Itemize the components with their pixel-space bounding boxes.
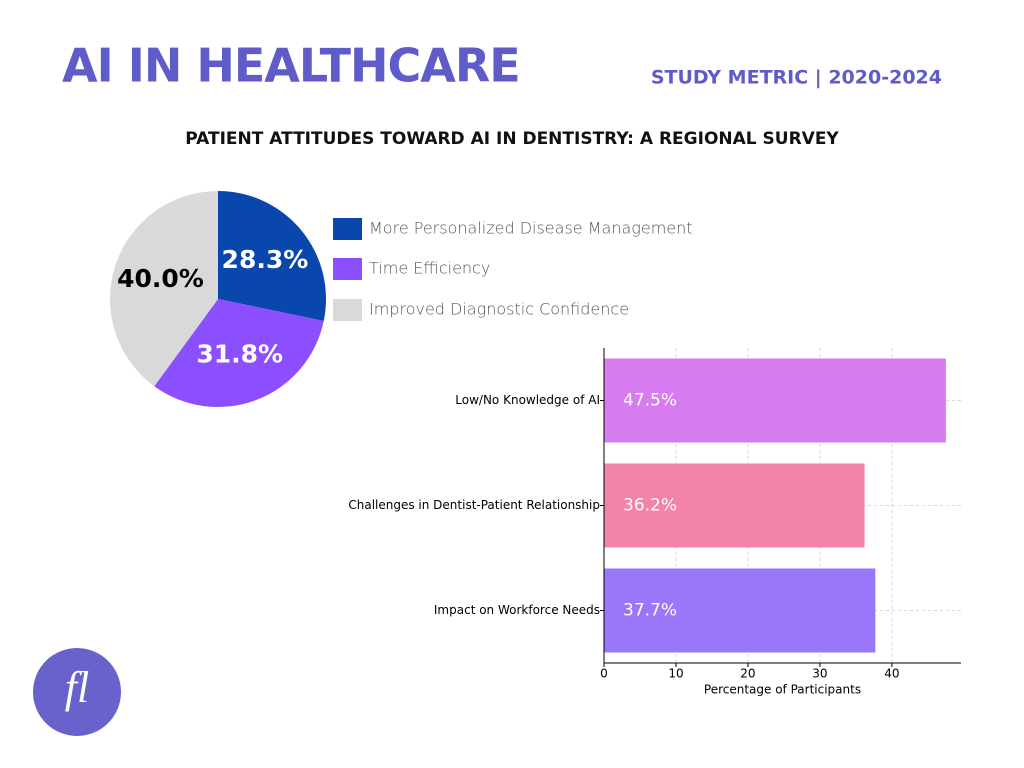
y-tick-label: Challenges in Dentist-Patient Relationsh… (348, 498, 600, 512)
legend-label: More Personalized Disease Management (369, 219, 693, 238)
page-title: AI IN HEALTHCARE (62, 39, 520, 93)
slice-label: 40.0% (117, 264, 204, 293)
legend-swatch (333, 218, 362, 240)
logo: fl (65, 663, 89, 712)
bar (604, 463, 865, 548)
x-tick-label: 30 (812, 667, 827, 681)
y-tick-label: Low/No Knowledge of AI (455, 393, 600, 407)
bar (604, 568, 876, 653)
pie-slice (154, 299, 324, 407)
legend-swatch (333, 299, 362, 321)
x-axis-label: Percentage of Participants (704, 683, 861, 697)
study-metric: STUDY METRIC | 2020-2024 (651, 67, 942, 89)
pie-slice (109, 191, 218, 387)
bar (604, 358, 946, 443)
legend-label: Time Efficiency (369, 259, 490, 278)
chart-title: PATIENT ATTITUDES TOWARD AI IN DENTISTRY… (185, 129, 839, 149)
legend-label: Improved Diagnostic Confidence (369, 300, 629, 319)
value-label: 37.7% (623, 601, 677, 621)
pie-slice (218, 191, 326, 322)
slice-label: 28.3% (222, 245, 309, 274)
value-label: 47.5% (623, 391, 677, 411)
x-tick-label: 10 (668, 667, 683, 681)
x-tick-label: 0 (600, 667, 608, 681)
y-tick-label: Impact on Workforce Needs (434, 603, 600, 617)
slice-label: 31.8% (196, 339, 283, 368)
legend-swatch (333, 258, 362, 280)
value-label: 36.2% (623, 496, 677, 516)
x-tick-label: 40 (884, 667, 899, 681)
logo-circle (33, 648, 121, 736)
x-tick-label: 20 (740, 667, 755, 681)
